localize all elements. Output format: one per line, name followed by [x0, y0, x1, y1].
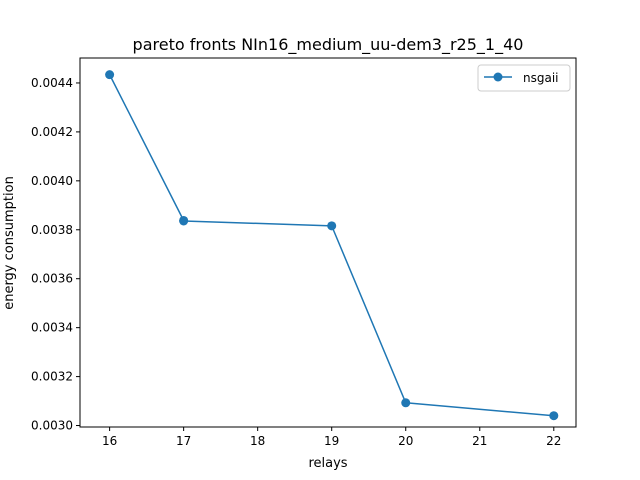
- legend-box: [477, 64, 571, 92]
- y-tick-label: 0.0040: [31, 174, 73, 188]
- data-point: [105, 70, 115, 80]
- data-point: [401, 398, 411, 408]
- legend-entry-nsgaii: nsgaii: [523, 71, 559, 85]
- x-tick-label: 20: [398, 434, 413, 448]
- data-point: [549, 411, 559, 421]
- y-tick-label: 0.0036: [31, 272, 73, 286]
- y-axis-ticks: 0.0030 0.0032 0.0034 0.0036 0.0038 0.0040 0.00…: [31, 76, 80, 433]
- x-axis-ticks: 16 17 18 19 20 21 22: [102, 427, 561, 448]
- x-tick-label: 21: [472, 434, 487, 448]
- x-tick-label: 22: [546, 434, 561, 448]
- y-tick-label: 0.0032: [31, 370, 73, 384]
- y-tick-label: 0.0034: [31, 321, 73, 335]
- y-axis-label: energy consumption: [2, 176, 17, 310]
- x-tick-label: 18: [250, 434, 265, 448]
- legend: nsgaii: [477, 64, 571, 92]
- data-point: [179, 216, 189, 226]
- y-tick-label: 0.0038: [31, 223, 73, 237]
- y-tick-label: 0.0042: [31, 125, 73, 139]
- x-tick-label: 17: [176, 434, 191, 448]
- y-tick-label: 0.0044: [31, 76, 73, 90]
- chart-title: pareto fronts NIn16_medium_uu-dem3_r25_1…: [133, 35, 524, 55]
- axes-frame: [79, 57, 577, 428]
- x-axis-label: relays: [308, 456, 347, 471]
- x-tick-label: 16: [102, 434, 117, 448]
- y-tick-label: 0.0030: [31, 419, 73, 433]
- legend-marker-icon: [493, 72, 503, 82]
- plot-area: [79, 57, 577, 428]
- series-line-nsgaii: [108, 74, 554, 417]
- x-tick-label: 19: [324, 434, 339, 448]
- series-layer: [105, 70, 559, 421]
- data-point: [327, 221, 337, 231]
